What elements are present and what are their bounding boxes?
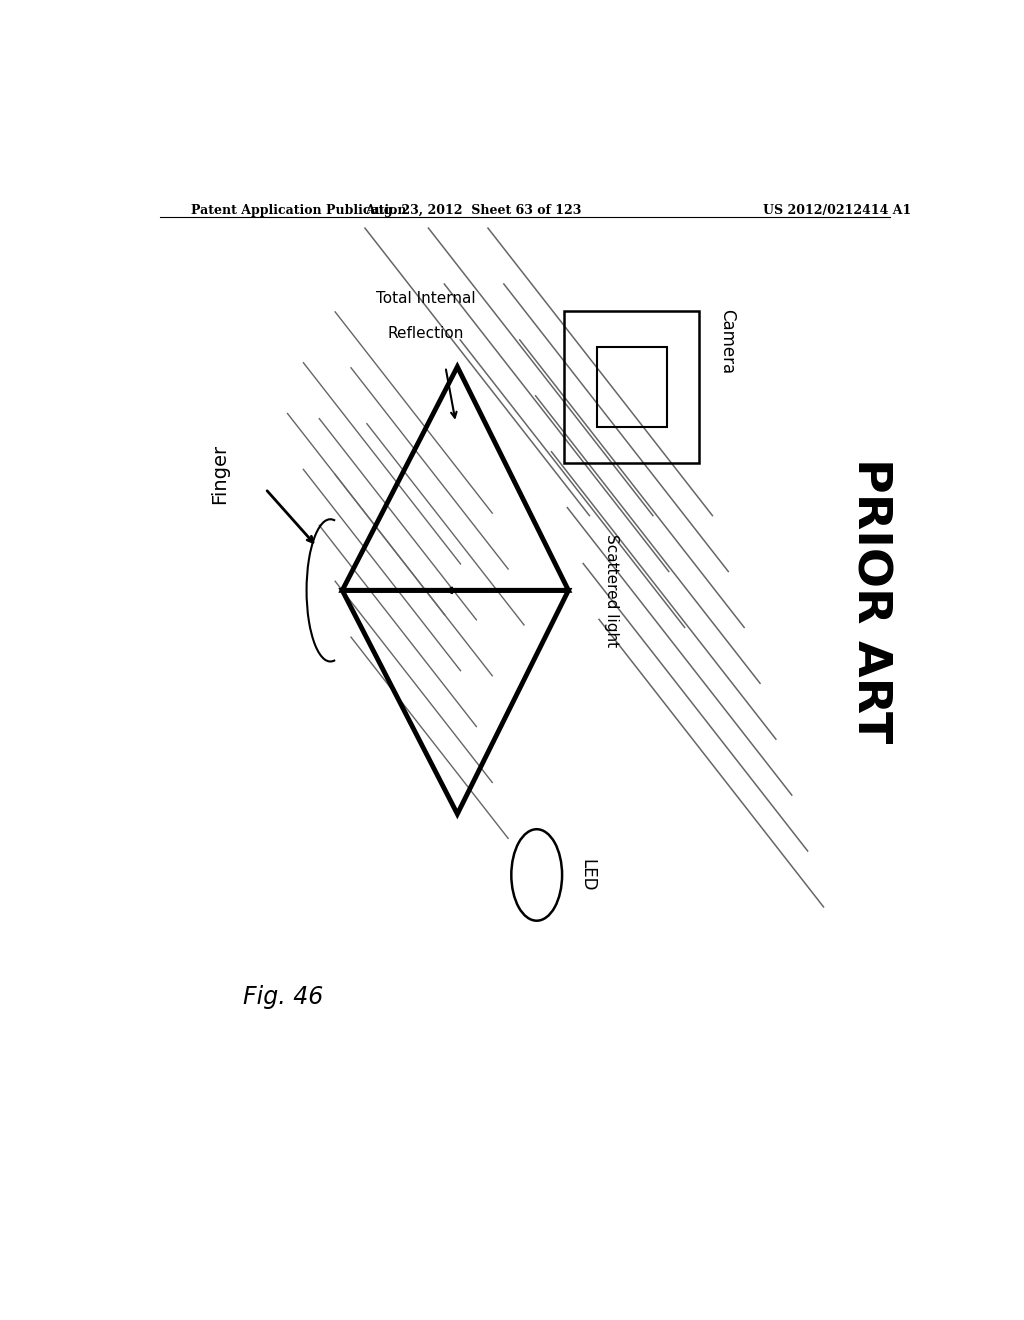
- Text: Camera: Camera: [718, 309, 736, 374]
- Text: LED: LED: [579, 859, 597, 891]
- Text: Total Internal: Total Internal: [376, 290, 475, 306]
- Text: Patent Application Publication: Patent Application Publication: [191, 205, 407, 216]
- Text: Scattered light: Scattered light: [604, 533, 620, 647]
- Text: Aug. 23, 2012  Sheet 63 of 123: Aug. 23, 2012 Sheet 63 of 123: [365, 205, 582, 216]
- Text: PRIOR ART: PRIOR ART: [848, 458, 893, 743]
- Text: US 2012/0212414 A1: US 2012/0212414 A1: [763, 205, 911, 216]
- Text: Fig. 46: Fig. 46: [243, 985, 323, 1008]
- Text: Finger: Finger: [210, 444, 228, 503]
- Text: Reflection: Reflection: [387, 326, 464, 341]
